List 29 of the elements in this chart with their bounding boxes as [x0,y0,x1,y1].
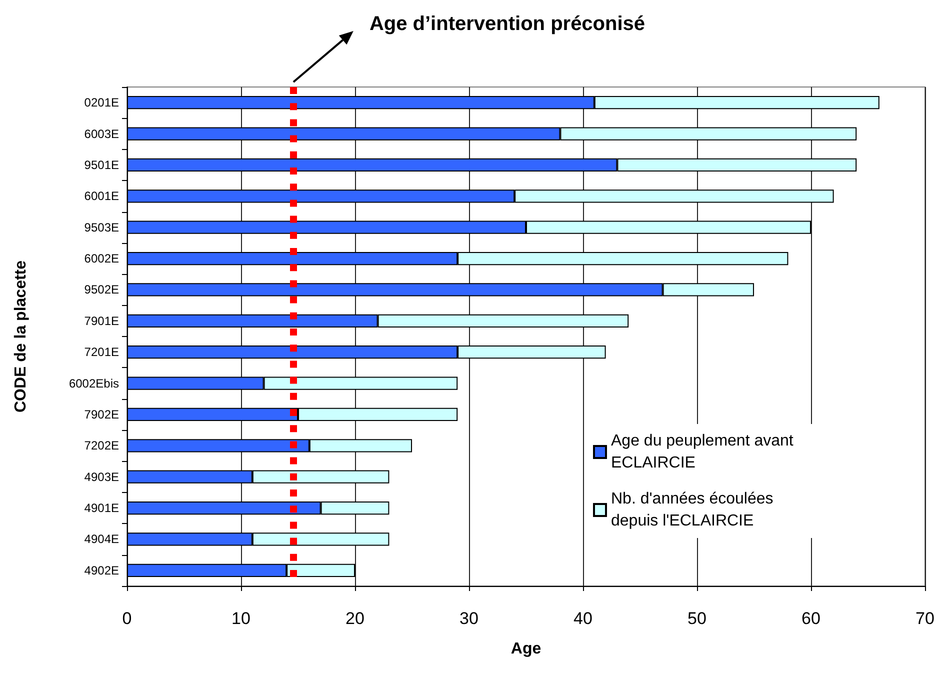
y-axis-title: CODE de la placette [12,260,30,413]
y-tick-label: 0201E [84,96,119,110]
y-tick-label: 7201E [84,345,119,360]
x-axis-title: Age [510,640,542,658]
x-tick-label: 50 [688,609,706,628]
x-tick-label: 60 [802,609,820,628]
y-tick-label: 4901E [84,501,119,516]
y-tick-label: 4903E [84,470,119,484]
y-tick-label: 9502E [84,282,119,297]
y-tick-label: 6002E [84,252,119,266]
x-tick-label: 10 [232,609,250,628]
y-tick-label: 7202E [84,438,119,453]
x-tick-label: 30 [460,609,478,628]
x-tick-label: 20 [346,609,364,628]
y-tick-label: 4902E [84,563,119,578]
y-tick-label: 6003E [84,126,119,141]
y-tick-label: 9501E [84,158,119,172]
y-tick-label: 7901E [84,314,119,328]
x-tick-label: 70 [916,609,934,628]
y-tick-label: 4904E [84,532,119,546]
legend-label: Age du peuplement avant ECLAIRCIE [611,432,798,472]
legend-label: Nb. d'années écoulées depuis l'ECLAIRCIE [611,490,778,530]
y-tick-label: 9503E [84,220,119,234]
y-tick-label: 6001E [84,189,119,204]
x-tick-label: 0 [122,609,132,628]
y-tick-label: 6002Ebis [68,376,119,390]
y-tick-label: 7902E [84,407,119,422]
x-tick-label: 40 [574,609,592,628]
text: Age d’intervention préconisé [369,13,646,35]
